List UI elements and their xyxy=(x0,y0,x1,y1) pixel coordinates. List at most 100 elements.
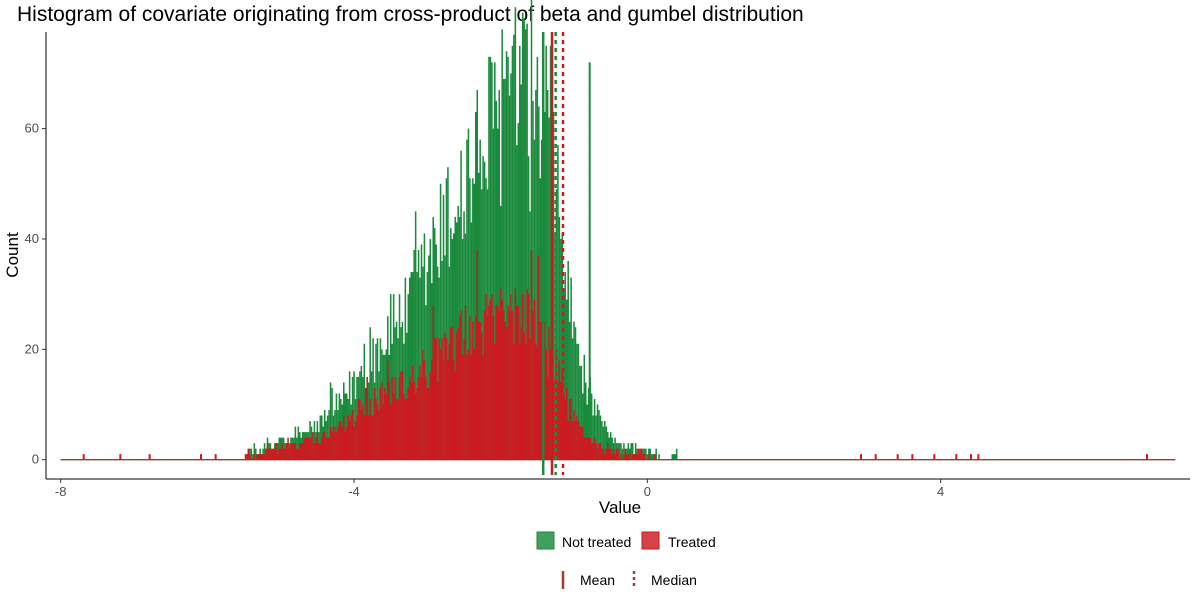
treated-bar xyxy=(441,338,443,460)
treated-bar xyxy=(262,454,264,460)
not-treated-bar xyxy=(675,448,678,460)
treated-bar xyxy=(573,410,575,460)
not-treated-bar xyxy=(558,216,561,460)
not-treated-bar xyxy=(413,249,415,460)
treated-bar xyxy=(488,305,490,460)
treated-bar xyxy=(586,437,589,460)
treated-bar xyxy=(626,454,628,460)
not-treated-bars xyxy=(60,0,1176,461)
treated-bar xyxy=(341,426,344,460)
treated-bar xyxy=(304,437,307,460)
not-treated-bar xyxy=(598,410,600,460)
treated-bar xyxy=(394,376,396,460)
treated-bar xyxy=(453,360,455,460)
treated-bar xyxy=(653,454,656,460)
legend-swatch-treated xyxy=(641,531,660,550)
not-treated-bar xyxy=(372,338,374,460)
treated-bar xyxy=(387,360,389,460)
not-treated-bar xyxy=(627,443,630,460)
treated-bar xyxy=(455,332,458,460)
treated-bar xyxy=(549,349,552,460)
treated-bar xyxy=(353,426,355,460)
treated-bar xyxy=(362,404,364,460)
treated-bar xyxy=(524,343,527,460)
treated-bar xyxy=(519,343,521,460)
not-treated-bar xyxy=(494,62,496,460)
treated-bar xyxy=(634,454,637,460)
treated-bar xyxy=(516,305,518,460)
treated-bar xyxy=(337,426,339,460)
not-treated-bar xyxy=(282,437,285,460)
treated-bar xyxy=(263,454,266,460)
treated-bar xyxy=(543,321,546,460)
not-treated-bar xyxy=(263,443,266,460)
treated-bar xyxy=(564,398,567,460)
legend-label-mean: Mean xyxy=(580,572,615,588)
treated-bar xyxy=(631,454,634,460)
treated-bar xyxy=(259,454,261,460)
treated-bar xyxy=(489,299,492,460)
not-treated-bar xyxy=(602,426,605,460)
not-treated-bar xyxy=(608,437,611,460)
treated-bar xyxy=(467,349,470,460)
treated-bar xyxy=(344,432,347,460)
treated-bar xyxy=(312,432,314,460)
treated-bar xyxy=(345,426,348,460)
treated-bar xyxy=(571,421,574,460)
not-treated-bar xyxy=(313,421,316,460)
treated-bar xyxy=(271,448,273,460)
treated-bar xyxy=(624,448,627,460)
treated-bar xyxy=(592,443,594,460)
not-treated-bar xyxy=(611,437,613,460)
treated-bar xyxy=(461,354,464,460)
not-treated-bar xyxy=(407,294,410,460)
treated-bar xyxy=(605,448,608,460)
treated-bar xyxy=(379,387,382,460)
not-treated-bar xyxy=(436,266,439,460)
treated-bar xyxy=(460,310,462,460)
treated-bar xyxy=(561,371,564,460)
treated-bar xyxy=(281,443,283,460)
treated-bar xyxy=(457,327,459,460)
treated-outlier-bar xyxy=(970,454,972,460)
treated-bar xyxy=(648,454,650,460)
treated-bar xyxy=(548,327,550,460)
treated-outlier-bar xyxy=(148,454,151,460)
treated-bar xyxy=(475,316,477,460)
treated-bar xyxy=(370,415,373,460)
treated-bar xyxy=(472,321,474,460)
treated-bar xyxy=(590,443,593,460)
treated-bar xyxy=(306,437,308,460)
treated-bar xyxy=(523,332,525,460)
treated-bar xyxy=(316,432,319,460)
treated-bar xyxy=(623,454,625,460)
treated-bar xyxy=(463,338,465,460)
treated-bar xyxy=(494,343,496,460)
treated-bar xyxy=(265,448,267,460)
treated-bar xyxy=(464,305,467,460)
treated-bar xyxy=(257,454,260,460)
not-treated-bar xyxy=(497,128,499,460)
treated-bar xyxy=(458,316,461,460)
treated-bar xyxy=(545,349,547,460)
not-treated-bar xyxy=(250,448,253,460)
treated-bar xyxy=(567,421,569,460)
not-treated-bar xyxy=(461,238,464,460)
treated-bar xyxy=(278,448,281,460)
y-tick-label: 40 xyxy=(25,231,39,246)
treated-bar xyxy=(513,343,515,460)
not-treated-bar xyxy=(445,178,448,460)
treated-bar xyxy=(373,387,376,460)
treated-bar xyxy=(335,432,338,460)
not-treated-bar xyxy=(406,332,408,460)
not-treated-bar xyxy=(529,211,531,460)
not-treated-bar xyxy=(557,145,559,460)
treated-bar xyxy=(382,404,385,460)
treated-bar xyxy=(410,382,413,460)
not-treated-bar xyxy=(658,454,660,460)
treated-bar xyxy=(637,448,640,460)
treated-bar xyxy=(520,327,523,460)
y-tick-label: 20 xyxy=(25,341,39,356)
treated-bar xyxy=(435,338,437,460)
not-treated-bar xyxy=(577,343,580,460)
